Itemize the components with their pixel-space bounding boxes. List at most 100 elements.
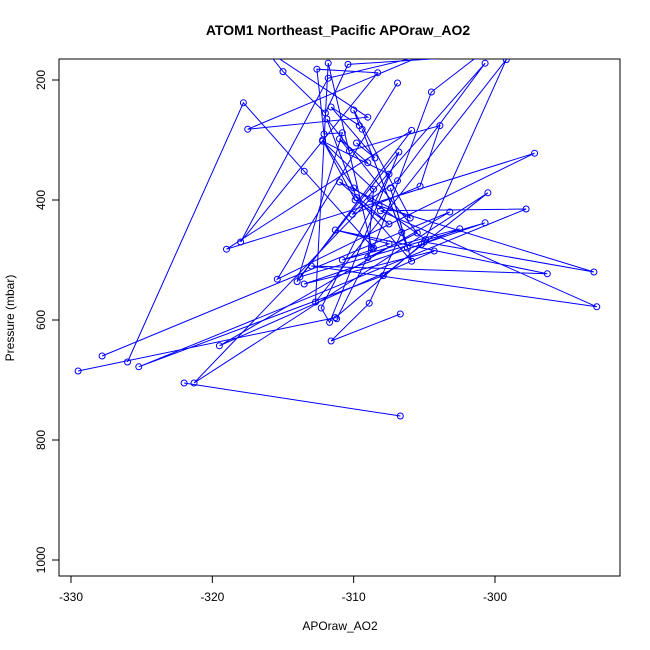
data-point xyxy=(327,103,335,111)
data-point xyxy=(398,228,406,236)
data-point xyxy=(371,154,379,162)
data-point xyxy=(333,315,341,323)
data-point xyxy=(456,225,464,233)
data-point xyxy=(244,125,252,133)
data-point xyxy=(319,136,327,144)
data-point xyxy=(385,170,393,178)
data-point xyxy=(273,275,281,283)
data-point xyxy=(348,210,356,218)
x-axis-label: APOraw_AO2 xyxy=(302,619,378,633)
data-point xyxy=(385,240,393,248)
data-point xyxy=(312,298,319,306)
data-point xyxy=(427,88,435,96)
data-point xyxy=(190,379,198,387)
data-point xyxy=(331,314,339,322)
series-line xyxy=(101,118,486,357)
data-point xyxy=(396,412,404,420)
data-point xyxy=(403,244,411,252)
data-point xyxy=(307,262,315,270)
plot-lines xyxy=(77,59,598,417)
data-point xyxy=(345,147,353,155)
data-point xyxy=(338,129,346,137)
data-point xyxy=(365,299,373,307)
data-point xyxy=(408,257,416,265)
y-tick-label: 600 xyxy=(34,310,48,330)
data-point xyxy=(364,254,372,262)
data-point xyxy=(124,358,131,366)
data-point xyxy=(223,245,230,253)
y-axis-label: Pressure (mbar) xyxy=(3,275,17,362)
data-point xyxy=(321,109,329,117)
x-tick-label: -320 xyxy=(200,590,224,604)
data-point xyxy=(364,113,372,121)
data-point xyxy=(327,337,335,345)
data-point xyxy=(395,148,403,156)
data-point xyxy=(590,268,598,276)
data-point xyxy=(379,272,387,280)
data-point xyxy=(239,99,247,107)
data-point xyxy=(338,256,346,264)
data-point xyxy=(331,226,339,234)
data-point xyxy=(351,196,359,204)
data-point xyxy=(344,60,352,68)
data-point xyxy=(370,185,377,193)
x-tick-label: -310 xyxy=(342,590,366,604)
data-point xyxy=(543,270,551,278)
data-point xyxy=(350,184,358,192)
data-point xyxy=(98,352,106,360)
data-point xyxy=(396,310,404,318)
plot-points xyxy=(74,47,601,420)
data-point xyxy=(300,280,308,288)
data-point xyxy=(476,59,480,60)
data-point xyxy=(326,318,334,326)
data-point xyxy=(237,238,245,246)
data-point xyxy=(522,205,530,213)
data-point xyxy=(446,208,454,216)
data-point xyxy=(324,74,332,82)
x-axis: -330 -320 -310 -300 xyxy=(59,575,507,604)
data-point xyxy=(353,139,360,147)
data-point xyxy=(367,195,375,203)
data-point xyxy=(394,79,401,87)
data-point xyxy=(408,126,416,134)
data-point xyxy=(336,178,343,186)
data-point xyxy=(317,304,325,312)
data-point xyxy=(481,59,489,67)
data-point xyxy=(377,207,384,215)
data-point xyxy=(300,167,308,175)
data-point xyxy=(422,236,430,244)
y-tick-label: 800 xyxy=(34,430,48,450)
data-point xyxy=(436,122,444,130)
data-point xyxy=(293,278,301,286)
data-point xyxy=(375,202,383,210)
x-tick-label: -330 xyxy=(59,590,83,604)
y-tick-label: 1000 xyxy=(34,546,48,573)
data-point xyxy=(481,219,489,227)
data-point xyxy=(350,106,358,114)
data-point xyxy=(593,303,601,311)
data-point xyxy=(324,59,332,67)
data-point xyxy=(502,59,510,64)
data-point xyxy=(336,135,343,143)
data-point xyxy=(364,159,372,167)
data-point xyxy=(374,69,382,77)
chart-title: ATOM1 Northeast_Pacific APOraw_AO2 xyxy=(206,22,470,38)
y-tick-label: 400 xyxy=(34,190,48,210)
y-tick-label: 200 xyxy=(34,70,48,90)
data-point xyxy=(484,189,492,197)
y-axis: 200 400 600 800 1000 xyxy=(34,70,60,573)
data-point xyxy=(355,122,363,130)
data-point xyxy=(180,379,188,387)
data-point xyxy=(413,229,421,237)
data-point xyxy=(215,342,223,350)
data-point xyxy=(416,182,424,190)
data-point xyxy=(386,184,394,192)
series-line xyxy=(77,62,598,384)
data-point xyxy=(263,47,269,53)
data-point xyxy=(406,214,414,222)
series-line xyxy=(127,59,535,363)
data-point xyxy=(74,367,82,375)
data-point xyxy=(313,65,321,73)
data-point xyxy=(531,149,539,157)
